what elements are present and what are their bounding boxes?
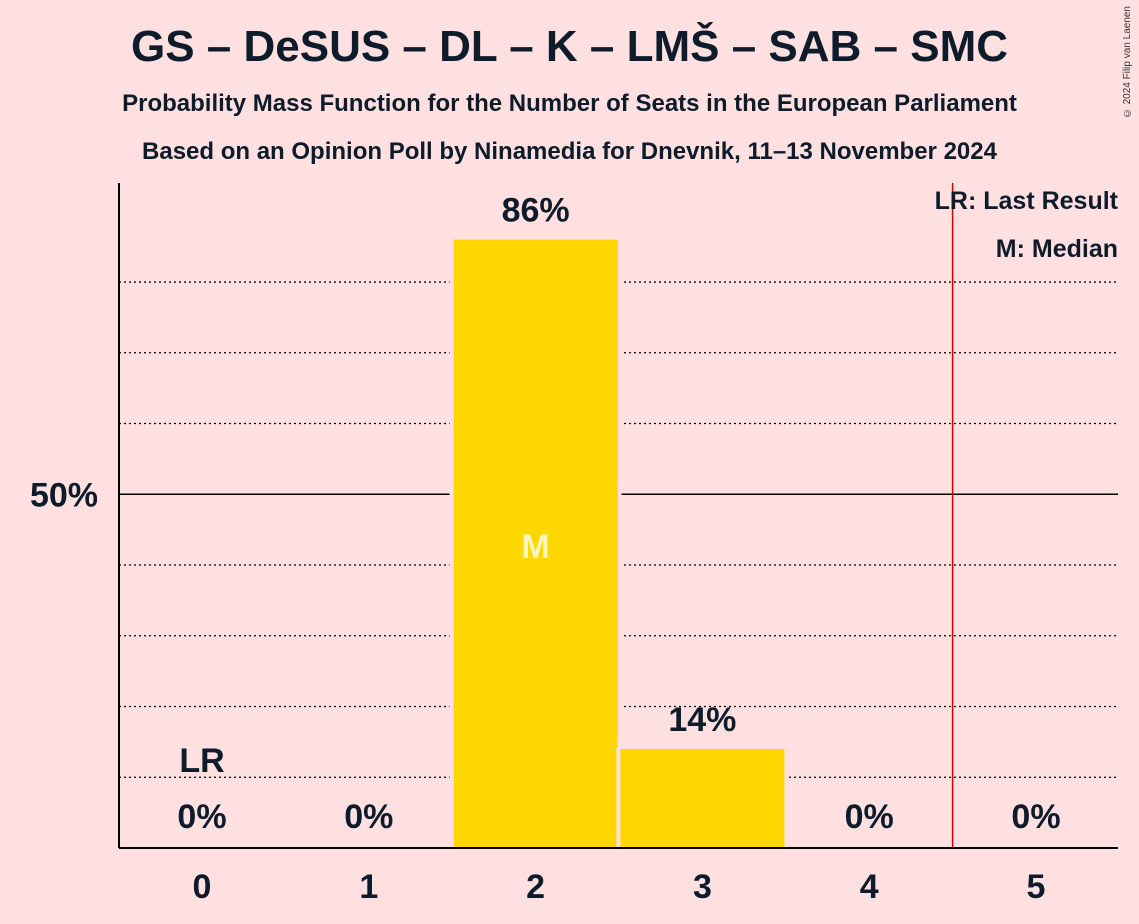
bar-seats-3 bbox=[620, 748, 785, 848]
y-tick-label: 50% bbox=[30, 476, 98, 514]
bar-value-label: 0% bbox=[344, 798, 393, 836]
x-tick-label: 3 bbox=[693, 868, 712, 906]
x-tick-label: 2 bbox=[526, 868, 545, 906]
x-tick-label: 1 bbox=[359, 868, 378, 906]
x-tick-label: 5 bbox=[1027, 868, 1046, 906]
bar-value-label: 0% bbox=[1011, 798, 1060, 836]
chart-source-line: Based on an Opinion Poll by Ninamedia fo… bbox=[142, 138, 997, 165]
legend-last-result: LR: Last Result bbox=[935, 187, 1119, 215]
bar-value-label: 0% bbox=[845, 798, 894, 836]
chart-title: GS – DeSUS – DL – K – LMŠ – SAB – SMC bbox=[131, 22, 1008, 71]
last-result-marker: LR bbox=[179, 742, 224, 780]
x-tick-label: 4 bbox=[860, 868, 879, 906]
bar-value-label: 0% bbox=[177, 798, 226, 836]
bar-value-label: 86% bbox=[502, 192, 570, 230]
x-tick-label: 0 bbox=[193, 868, 212, 906]
median-marker: M bbox=[521, 528, 549, 566]
bar-value-label: 14% bbox=[668, 701, 736, 739]
legend-median: M: Median bbox=[996, 235, 1118, 263]
bar-seats-2 bbox=[453, 239, 618, 848]
chart-subtitle: Probability Mass Function for the Number… bbox=[122, 90, 1017, 117]
